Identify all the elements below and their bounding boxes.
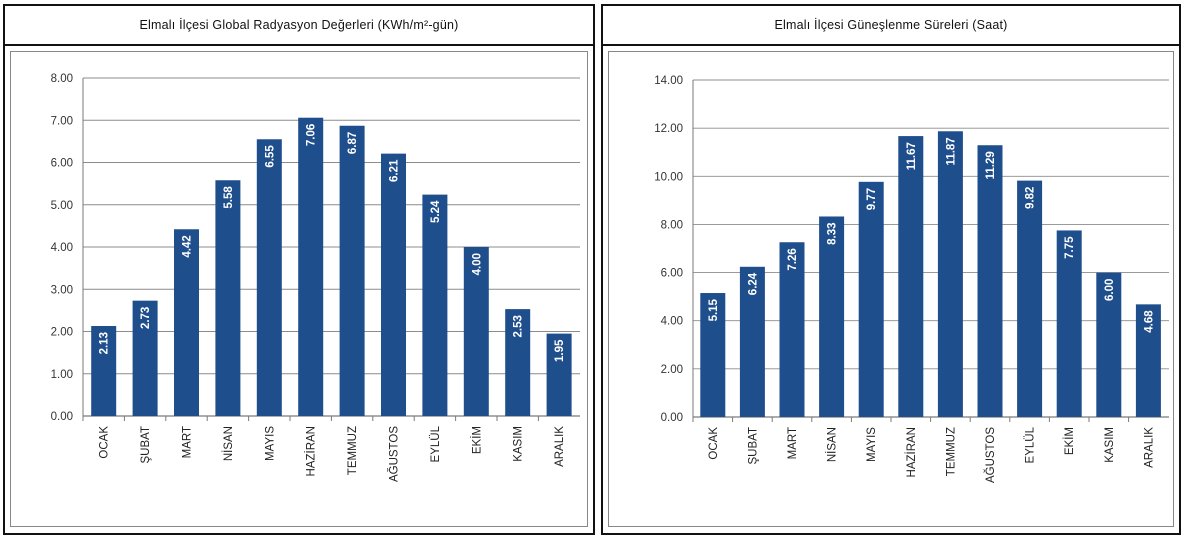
radiation-bar bbox=[381, 153, 406, 416]
x-category-label: MAYIS bbox=[264, 426, 276, 461]
bar-value-label: 7.26 bbox=[787, 248, 799, 270]
sunshine-bar bbox=[779, 242, 805, 417]
radiation-bar bbox=[546, 333, 572, 416]
y-tick-label: 7.00 bbox=[51, 115, 73, 127]
bar-value-label: 6.21 bbox=[389, 159, 401, 182]
sunshine-bar bbox=[1017, 180, 1043, 417]
sunshine-bar-chart: 0.00 2.00 4.00 6.00 8.00 10.00 12.00 14.00 5.15 O… bbox=[654, 75, 1169, 483]
bar-value-label: 1.95 bbox=[554, 339, 566, 362]
x-category-label: MART bbox=[182, 426, 194, 458]
y-tick-label: 1.00 bbox=[51, 369, 73, 381]
radiation-bar bbox=[463, 247, 489, 416]
bar-value-label: 11.87 bbox=[945, 137, 957, 165]
y-tick-label: 0.00 bbox=[661, 412, 683, 424]
bar-value-label: 6.55 bbox=[264, 145, 276, 168]
radiation-bar bbox=[174, 229, 199, 416]
radiation-chart-panel: Elmalı İlçesi Global Radyasyon Değerleri… bbox=[3, 4, 595, 535]
radiation-bar bbox=[256, 139, 282, 416]
x-category-label: TEMMUZ bbox=[347, 426, 359, 475]
y-tick-label: 6.00 bbox=[661, 268, 683, 280]
bar-value-label: 4.42 bbox=[182, 235, 194, 257]
y-tick-label: 5.00 bbox=[51, 200, 73, 212]
radiation-bar bbox=[215, 180, 241, 416]
x-category-label: AĞUSTOS bbox=[388, 426, 401, 482]
bar-value-label: 6.24 bbox=[747, 272, 759, 295]
bar-value-label: 2.73 bbox=[140, 307, 152, 329]
y-tick-label: 12.00 bbox=[654, 123, 683, 135]
bar-value-label: 11.67 bbox=[906, 142, 918, 170]
y-tick-label: 0.00 bbox=[51, 411, 73, 423]
sunshine-chart-panel: Elmalı İlçesi Güneşlenme Süreleri (Saat)… bbox=[601, 4, 1181, 535]
x-category-label: TEMMUZ bbox=[945, 427, 957, 476]
bar-value-label: 5.58 bbox=[223, 186, 235, 209]
radiation-chart-title: Elmalı İlçesi Global Radyasyon Değerleri… bbox=[5, 6, 593, 46]
x-category-label: EKİM bbox=[470, 426, 483, 454]
bar-value-label: 4.00 bbox=[471, 253, 483, 275]
x-category-label: NİSAN bbox=[826, 427, 839, 462]
bar-value-label: 5.15 bbox=[708, 298, 720, 321]
x-category-label: ŞUBAT bbox=[747, 427, 759, 465]
x-category-label: KASIM bbox=[1104, 427, 1116, 463]
y-tick-label: 3.00 bbox=[51, 284, 73, 296]
sunshine-bar bbox=[1056, 230, 1082, 417]
x-category-label: EYLÜL bbox=[430, 425, 442, 462]
x-category-label: KASIM bbox=[513, 426, 525, 462]
radiation-bar bbox=[298, 117, 324, 416]
y-tick-label: 2.00 bbox=[51, 327, 73, 339]
sunshine-bar bbox=[977, 145, 1003, 417]
y-tick-label: 4.00 bbox=[661, 316, 683, 328]
y-tick-label: 14.00 bbox=[654, 75, 683, 87]
sunshine-bar bbox=[898, 136, 924, 417]
sunshine-bar bbox=[1096, 272, 1122, 417]
bar-value-label: 11.29 bbox=[985, 151, 997, 179]
x-category-label: AĞUSTOS bbox=[984, 427, 997, 483]
x-category-label: EYLÜL bbox=[1025, 426, 1037, 463]
x-category-label: HAZİRAN bbox=[305, 426, 318, 476]
y-tick-label: 4.00 bbox=[51, 242, 73, 254]
radiation-bar bbox=[422, 194, 448, 416]
x-category-label: ŞUBAT bbox=[140, 426, 152, 464]
radiation-bar bbox=[91, 326, 117, 416]
radiation-bar bbox=[132, 300, 158, 416]
bar-value-label: 6.87 bbox=[347, 132, 359, 154]
y-tick-label: 8.00 bbox=[661, 219, 683, 231]
sunshine-bar bbox=[1135, 304, 1161, 417]
bar-value-label: 2.13 bbox=[99, 332, 111, 354]
x-category-label: EKİM bbox=[1063, 427, 1076, 455]
x-category-label: ARALIK bbox=[1143, 427, 1155, 468]
x-category-label: NİSAN bbox=[222, 426, 235, 461]
bar-value-label: 5.24 bbox=[430, 200, 442, 223]
x-category-label: MAYIS bbox=[866, 427, 878, 462]
sunshine-bar bbox=[858, 181, 884, 417]
x-category-label: HAZİRAN bbox=[905, 427, 918, 477]
bar-value-label: 8.33 bbox=[827, 222, 839, 244]
bar-value-label: 7.06 bbox=[306, 124, 318, 146]
bar-value-label: 9.77 bbox=[866, 188, 878, 210]
bar-value-label: 6.00 bbox=[1104, 279, 1116, 301]
sunshine-bar bbox=[739, 266, 765, 417]
bar-value-label: 2.53 bbox=[513, 315, 525, 337]
x-category-label: ARALIK bbox=[554, 426, 566, 467]
x-category-label: OCAK bbox=[708, 427, 720, 460]
y-tick-label: 6.00 bbox=[51, 158, 73, 170]
radiation-bar-chart: 0.00 1.00 2.00 3.00 4.00 5.00 6.00 7.00 8.00 2.13… bbox=[51, 73, 580, 482]
radiation-bar bbox=[339, 125, 365, 417]
bar-value-label: 9.82 bbox=[1025, 187, 1037, 209]
sunshine-bar bbox=[700, 293, 726, 417]
bar-value-label: 7.75 bbox=[1064, 236, 1076, 259]
sunshine-chart-title: Elmalı İlçesi Güneşlenme Süreleri (Saat) bbox=[603, 6, 1179, 46]
y-tick-label: 8.00 bbox=[51, 73, 73, 85]
sunshine-bar bbox=[819, 216, 845, 417]
sunshine-bar bbox=[937, 131, 963, 417]
x-category-label: MART bbox=[787, 427, 799, 459]
y-tick-label: 2.00 bbox=[661, 364, 683, 376]
radiation-bar bbox=[505, 309, 531, 416]
x-category-label: OCAK bbox=[99, 426, 111, 459]
y-tick-label: 10.00 bbox=[654, 171, 683, 183]
bar-value-label: 4.68 bbox=[1143, 310, 1155, 333]
